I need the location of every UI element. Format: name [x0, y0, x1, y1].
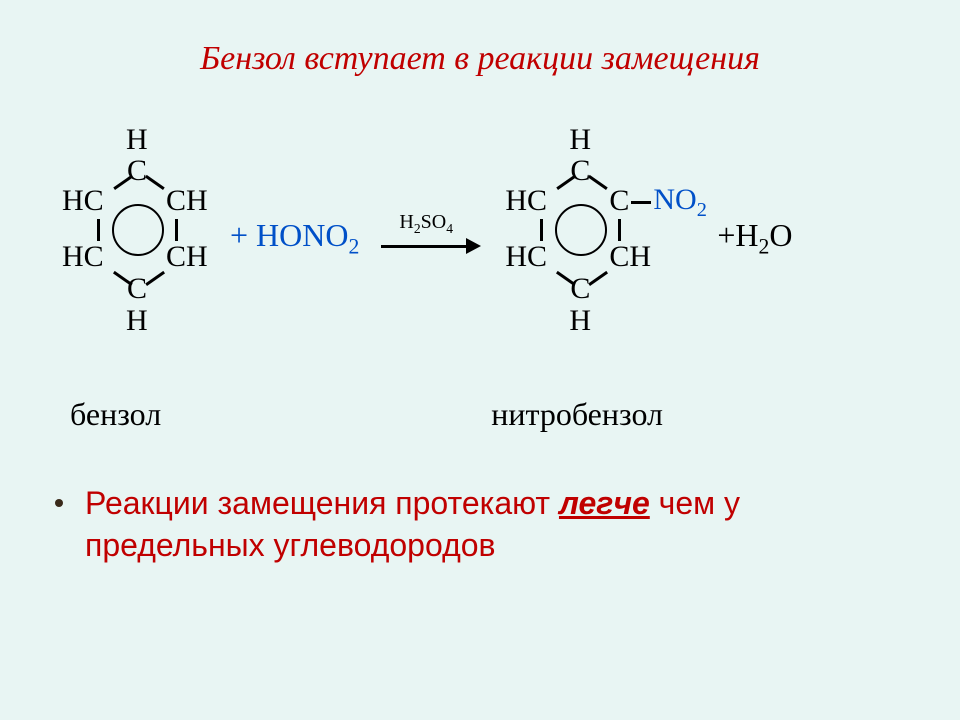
nitrobenzene-structure: H C HC C HC CH C H NO2: [493, 128, 673, 348]
reaction-arrow: H2SO4: [381, 213, 481, 263]
atom-ch-lr: CH: [166, 240, 208, 274]
atom-hc-ul: HC: [62, 184, 104, 218]
atom-h-top: H: [126, 123, 148, 157]
nitrobenzene-label: нитробензол: [491, 396, 663, 433]
molecule-labels: бензол нитробензол: [0, 368, 960, 433]
bullet-icon: [55, 499, 63, 507]
atom-c-top: C: [570, 154, 590, 188]
atom-h-bot: H: [569, 304, 591, 338]
reaction-equation: H C HC CH HC CH C H + HONO2 H2SO4 H C HC…: [0, 88, 960, 368]
atom-c-top: C: [127, 154, 147, 188]
bond: [145, 175, 164, 190]
atom-hc-ll: HC: [62, 240, 104, 274]
bond: [540, 219, 543, 241]
slide-title: Бензол вступает в реакции замещения: [0, 0, 960, 88]
arrow-line: [381, 245, 471, 248]
bullet-text: Реакции замещения протекают легче чем у …: [85, 483, 900, 566]
bond: [145, 271, 164, 286]
catalyst-label: H2SO4: [399, 211, 453, 237]
bond: [589, 271, 608, 286]
atom-c-ur: C: [609, 184, 629, 218]
atom-c-bot: C: [570, 272, 590, 306]
atom-ch-lr: CH: [609, 240, 651, 274]
benzene-label: бензол: [70, 396, 161, 433]
atom-hc-ul: HC: [505, 184, 547, 218]
atom-hc-ll: HC: [505, 240, 547, 274]
reagent: + HONO2: [230, 217, 359, 259]
atom-h-top: H: [569, 123, 591, 157]
bond: [175, 219, 178, 241]
bond: [589, 175, 608, 190]
bullet-point: Реакции замещения протекают легче чем у …: [0, 433, 960, 566]
no2-substituent: NO2: [653, 183, 707, 222]
arrow-head-icon: [466, 238, 481, 254]
aromatic-ring-icon: [555, 204, 607, 256]
atom-h-bot: H: [126, 304, 148, 338]
atom-ch-ur: CH: [166, 184, 208, 218]
byproduct: +H2O: [717, 217, 792, 259]
aromatic-ring-icon: [112, 204, 164, 256]
atom-c-bot: C: [127, 272, 147, 306]
bond: [618, 219, 621, 241]
bond: [97, 219, 100, 241]
benzene-structure: H C HC CH HC CH C H: [50, 128, 220, 348]
substituent-bond: [631, 201, 651, 204]
